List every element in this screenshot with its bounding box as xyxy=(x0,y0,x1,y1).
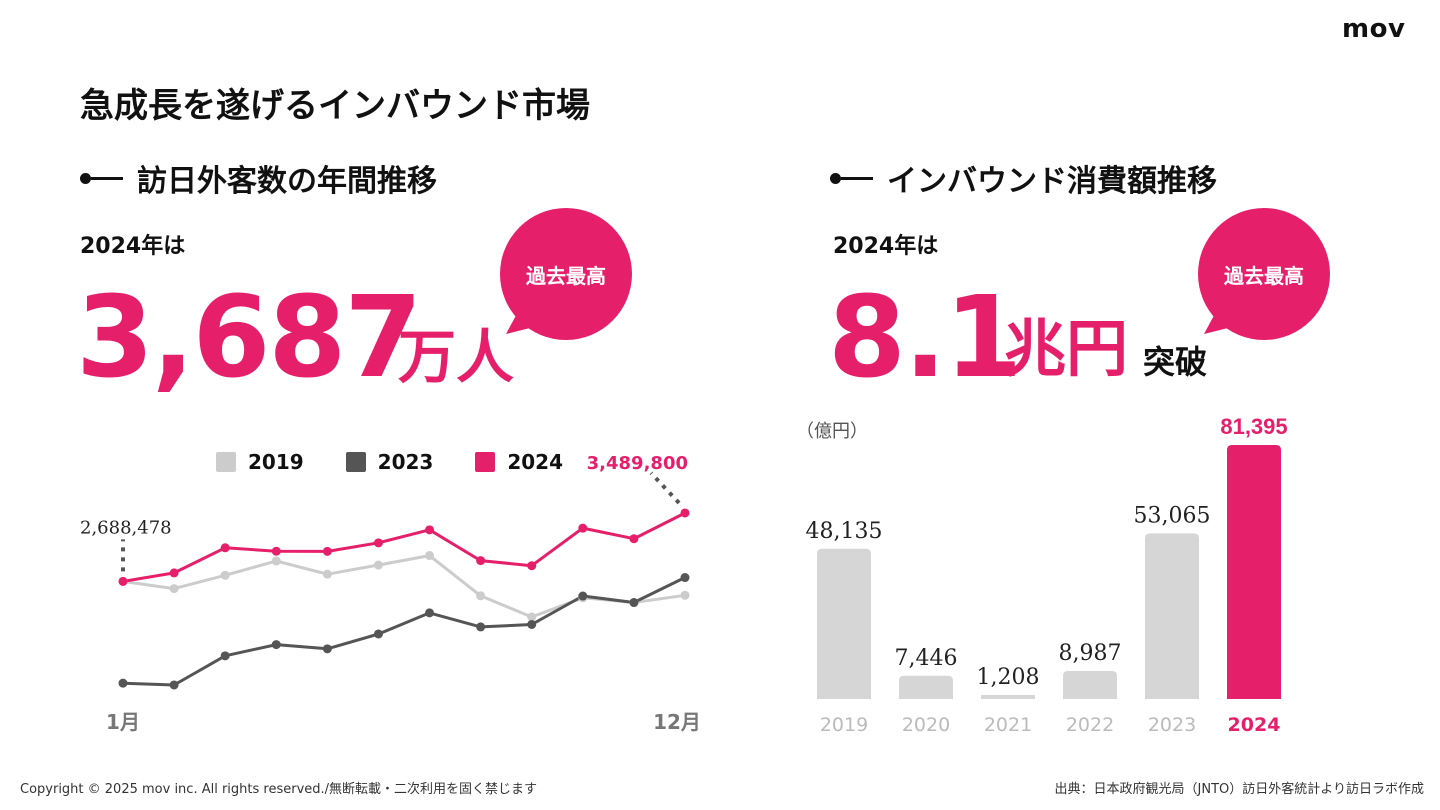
data-point-2023 xyxy=(680,573,690,583)
right-section-heading: インバウンド消費額推移 xyxy=(830,156,1217,200)
bar-2019 xyxy=(817,548,871,699)
right-year-prefix: 2024年は xyxy=(833,234,939,259)
visitors-value: 3,687 xyxy=(76,273,422,403)
left-heading-text: 訪日外客数の年間推移 xyxy=(137,164,437,199)
data-point-2024 xyxy=(220,543,230,553)
x-tick-label: 2021 xyxy=(984,714,1032,736)
bar-value-label: 7,446 xyxy=(895,646,958,671)
data-point-2019 xyxy=(322,569,332,579)
spending-value: 8.1 xyxy=(828,273,1022,403)
data-point-2023 xyxy=(169,680,179,690)
x-tick-label-start: 1月 xyxy=(106,710,140,734)
source-text: 出典：日本政府観光局（JNTO）訪日外客統計より訪日ラボ作成 xyxy=(1054,782,1424,797)
bar-2022 xyxy=(1063,670,1117,699)
data-point-2024 xyxy=(169,568,179,578)
legend-item-2023: 2023 xyxy=(345,450,434,474)
series-line-2023 xyxy=(122,576,686,687)
data-point-2024 xyxy=(680,508,690,518)
bar-2024 xyxy=(1227,445,1281,699)
legend-label: 2024 xyxy=(507,450,564,474)
bullet-line-icon xyxy=(830,172,873,184)
speech-bubble-icon xyxy=(1198,208,1330,340)
data-point-2019 xyxy=(169,584,179,594)
data-point-2024 xyxy=(118,576,128,586)
legend-item-2024: 2024 xyxy=(475,450,563,474)
bar-2023 xyxy=(1145,533,1199,699)
data-point-2019 xyxy=(425,551,435,561)
legend-swatch xyxy=(345,452,366,472)
bar-value-label: 8,987 xyxy=(1059,641,1122,666)
x-tick-label: 2022 xyxy=(1066,714,1114,736)
data-point-2024 xyxy=(322,546,332,556)
x-tick-label: 2023 xyxy=(1148,714,1196,736)
data-point-2024 xyxy=(578,523,588,533)
data-point-2019 xyxy=(373,560,383,570)
series-line-2024 xyxy=(122,511,686,583)
data-point-2024 xyxy=(629,534,639,544)
bar-value-label: 1,208 xyxy=(977,665,1040,690)
data-point-2023 xyxy=(118,678,128,688)
spending-bar-chart: （億円） 48,135 2019 7,446 2020 1,208 2021 8,987 202… xyxy=(796,414,1288,736)
legend-item-2019: 2019 xyxy=(216,450,304,474)
spending-unit: 兆円 xyxy=(1004,312,1129,385)
annotation-label: 3,489,800 xyxy=(587,453,688,474)
record-badge-left-label: 過去最高 xyxy=(526,264,606,288)
speech-bubble-icon xyxy=(500,208,632,340)
data-point-2024 xyxy=(527,561,537,571)
data-point-2019 xyxy=(476,591,486,601)
data-point-2023 xyxy=(629,598,639,608)
x-tick-label-end: 12月 xyxy=(653,710,701,734)
left-section-heading: 訪日外客数の年間推移 xyxy=(80,156,437,200)
line-chart-legend: 2019 2023 2024 xyxy=(216,450,605,474)
record-badge-right: 過去最高 xyxy=(1198,208,1330,340)
data-point-2019 xyxy=(271,556,281,566)
data-point-2023 xyxy=(527,619,537,629)
data-point-2024 xyxy=(373,538,383,548)
record-badge-left: 過去最高 xyxy=(500,208,632,340)
legend-swatch xyxy=(475,452,496,472)
visitors-unit: 万人 xyxy=(398,323,515,391)
data-point-2019 xyxy=(527,612,537,622)
annotation-leader xyxy=(649,471,681,505)
data-point-2023 xyxy=(476,622,486,632)
mov-logo: mov xyxy=(1342,14,1406,44)
legend-label: 2019 xyxy=(248,450,304,474)
record-badge-right-label: 過去最高 xyxy=(1224,264,1304,288)
x-tick-label: 2020 xyxy=(902,714,950,736)
unit-label: （億円） xyxy=(796,421,868,442)
data-point-2023 xyxy=(271,640,281,650)
data-point-2024 xyxy=(271,546,281,556)
data-point-2024 xyxy=(476,556,486,566)
copyright-text: Copyright © 2025 mov inc. All rights res… xyxy=(20,782,538,797)
annotation-label: 2,688,478 xyxy=(80,517,172,538)
series-line-2019 xyxy=(122,554,686,619)
bar-2021 xyxy=(981,695,1035,699)
x-tick-label: 2019 xyxy=(820,714,868,736)
data-point-2023 xyxy=(220,651,230,661)
left-year-prefix: 2024年は xyxy=(80,234,186,259)
spending-suffix: 突破 xyxy=(1143,343,1208,381)
data-point-2019 xyxy=(680,590,690,600)
bar-value-label: 48,135 xyxy=(806,519,883,544)
page-title: 急成長を遂げるインバウンド市場 xyxy=(80,86,590,126)
legend-swatch xyxy=(216,452,236,472)
data-point-2024 xyxy=(425,525,435,535)
data-point-2023 xyxy=(322,644,332,654)
bar-2020 xyxy=(899,675,953,699)
bar-value-label: 53,065 xyxy=(1134,503,1211,528)
x-tick-label: 2024 xyxy=(1228,714,1281,736)
bullet-line-icon xyxy=(80,172,123,184)
legend-label: 2023 xyxy=(377,450,434,474)
right-heading-text: インバウンド消費額推移 xyxy=(887,164,1217,199)
data-point-2019 xyxy=(220,570,230,580)
data-point-2023 xyxy=(425,608,435,618)
visitors-line-chart: 2,688,478 3,489,800 1月 12月 xyxy=(80,453,701,734)
data-point-2023 xyxy=(373,629,383,639)
bar-value-label: 81,395 xyxy=(1220,414,1287,439)
data-point-2023 xyxy=(578,591,588,601)
